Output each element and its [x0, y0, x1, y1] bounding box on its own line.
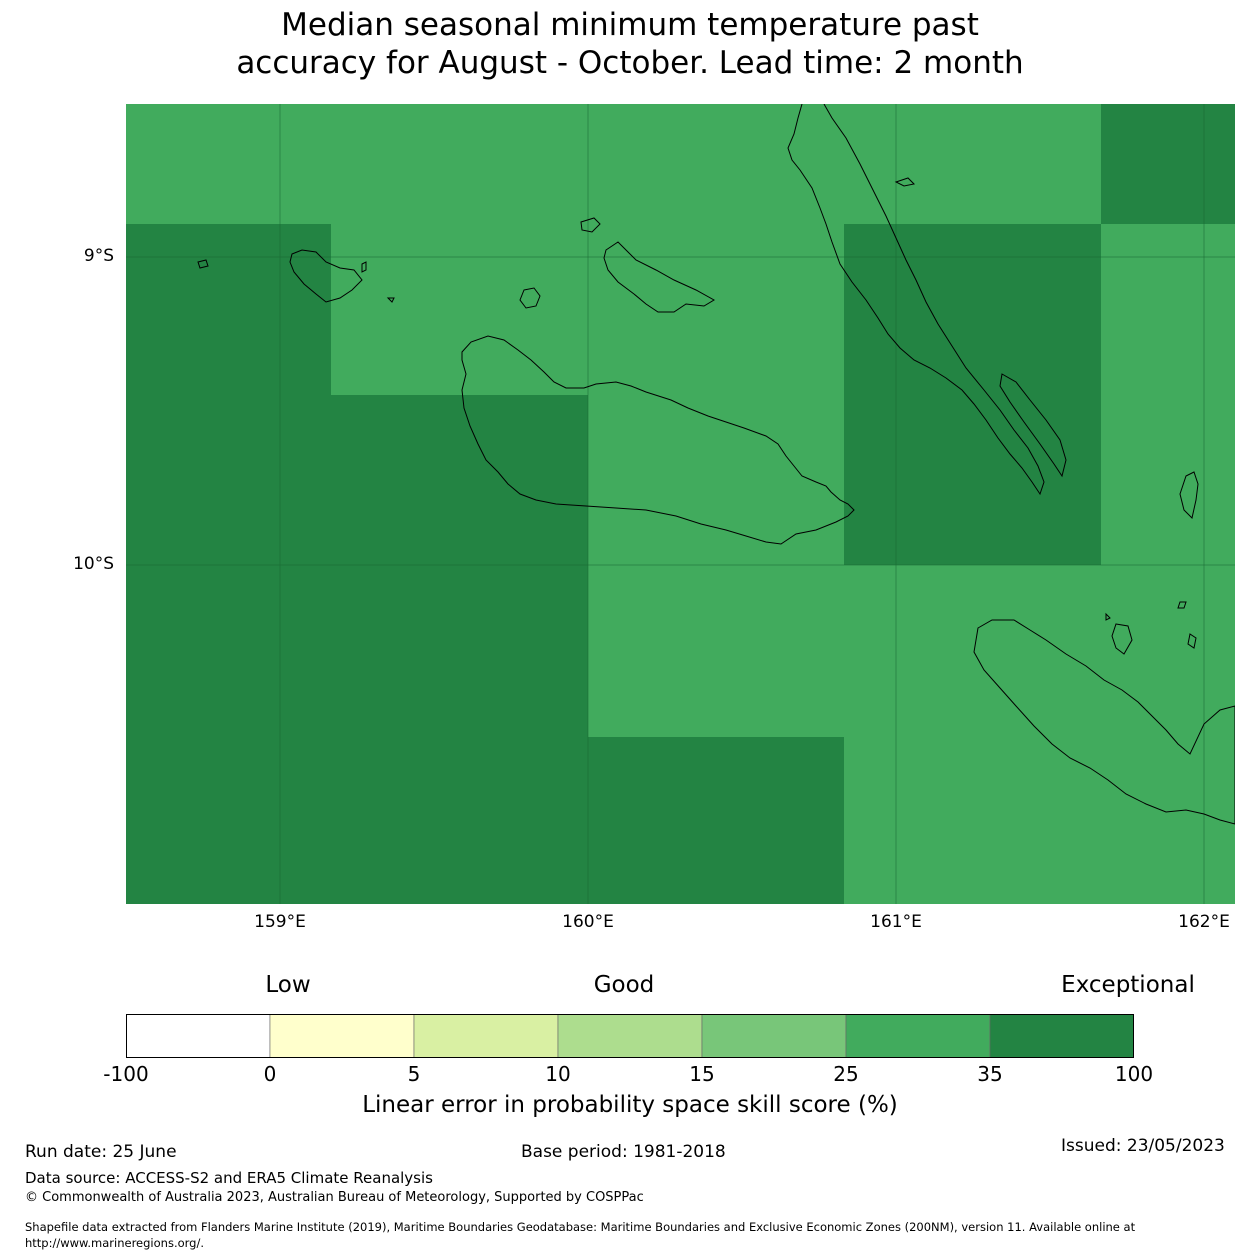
colorbar-segment	[989, 1014, 1134, 1058]
coastline-russell-islands	[289, 249, 363, 303]
title-line-2: accuracy for August - October. Lead time…	[236, 45, 1024, 81]
lon-label-162e: 162°E	[1178, 912, 1230, 932]
title-line-1: Median seasonal minimum temperature past	[281, 7, 979, 43]
chart-title: Median seasonal minimum temperature past…	[0, 6, 1260, 82]
colorbar-tick-label: 10	[545, 1062, 571, 1086]
lon-label-160e: 160°E	[562, 912, 614, 932]
coastlines	[197, 104, 1235, 825]
colorbar-tick-label: 0	[263, 1062, 277, 1086]
coastline-islet-e	[894, 177, 916, 187]
colorbar-tick-label: -100	[103, 1062, 149, 1086]
coastline-isabel-islands	[999, 373, 1067, 478]
data-source: Data source: ACCESS-S2 and ERA5 Climate …	[25, 1169, 433, 1187]
coastline-makira	[973, 619, 1235, 825]
category-label-exceptional: Exceptional	[1061, 972, 1195, 998]
coastline-savo	[519, 287, 541, 309]
coastline-malaita-top	[1179, 471, 1199, 519]
coastline-islet-h	[1177, 601, 1187, 609]
colorbar-segment	[557, 1014, 703, 1058]
copyright: © Commonwealth of Australia 2023, Austra…	[25, 1190, 644, 1205]
coastline-islet-d	[386, 297, 395, 303]
coastline-islet-f	[1111, 623, 1133, 655]
cell-exceptional-west	[126, 224, 331, 904]
shapefile-credit-line-2: http://www.marineregions.org/.	[25, 1236, 204, 1250]
lon-label-161e: 161°E	[870, 912, 922, 932]
issued-date: Issued: 23/05/2023	[1061, 1136, 1225, 1156]
coastline-florida-islands	[603, 241, 715, 313]
coastline-santa-isabel	[787, 104, 1045, 496]
colorbar-segment	[701, 1014, 847, 1058]
colorbar-title: Linear error in probability space skill …	[362, 1092, 898, 1118]
shapefile-credit-line-1: Shapefile data extracted from Flanders M…	[25, 1220, 1136, 1234]
colorbar-segment	[126, 1014, 271, 1058]
colorbar-tick-label: 5	[407, 1062, 421, 1086]
colorbar-tick-label: 15	[689, 1062, 715, 1086]
lat-label-9s: 9°S	[83, 246, 114, 266]
base-period: Base period: 1981-2018	[521, 1142, 726, 1162]
coastline-guadalcanal	[461, 335, 855, 545]
colorbar	[126, 1014, 1134, 1058]
colorbar-tick-label: 25	[833, 1062, 859, 1086]
coastline-islet-b	[197, 259, 209, 269]
cell-exceptional-e	[844, 224, 1101, 565]
category-label-good: Good	[593, 972, 655, 998]
cell-exceptional-s	[588, 737, 844, 904]
coastline-islet-i	[1187, 633, 1197, 649]
colorbar-segment	[269, 1014, 415, 1058]
coastline-islet-c	[361, 261, 367, 273]
colorbar-tick-label: 35	[977, 1062, 1003, 1086]
cell-exceptional-sw	[331, 395, 588, 904]
category-label-low: Low	[265, 972, 311, 998]
colorbar-segment	[413, 1014, 559, 1058]
coastline-islet-a	[580, 217, 601, 233]
lat-label-10s: 10°S	[73, 554, 114, 574]
skill-score-map	[126, 104, 1235, 904]
colorbar-tick-label: 100	[1114, 1062, 1154, 1086]
cell-exceptional-ne	[1101, 104, 1235, 224]
lon-label-159e: 159°E	[254, 912, 306, 932]
colorbar-segment	[845, 1014, 991, 1058]
coastline-islet-g	[1105, 612, 1111, 621]
colorbar-border	[126, 1014, 1134, 1058]
run-date: Run date: 25 June	[25, 1142, 177, 1162]
